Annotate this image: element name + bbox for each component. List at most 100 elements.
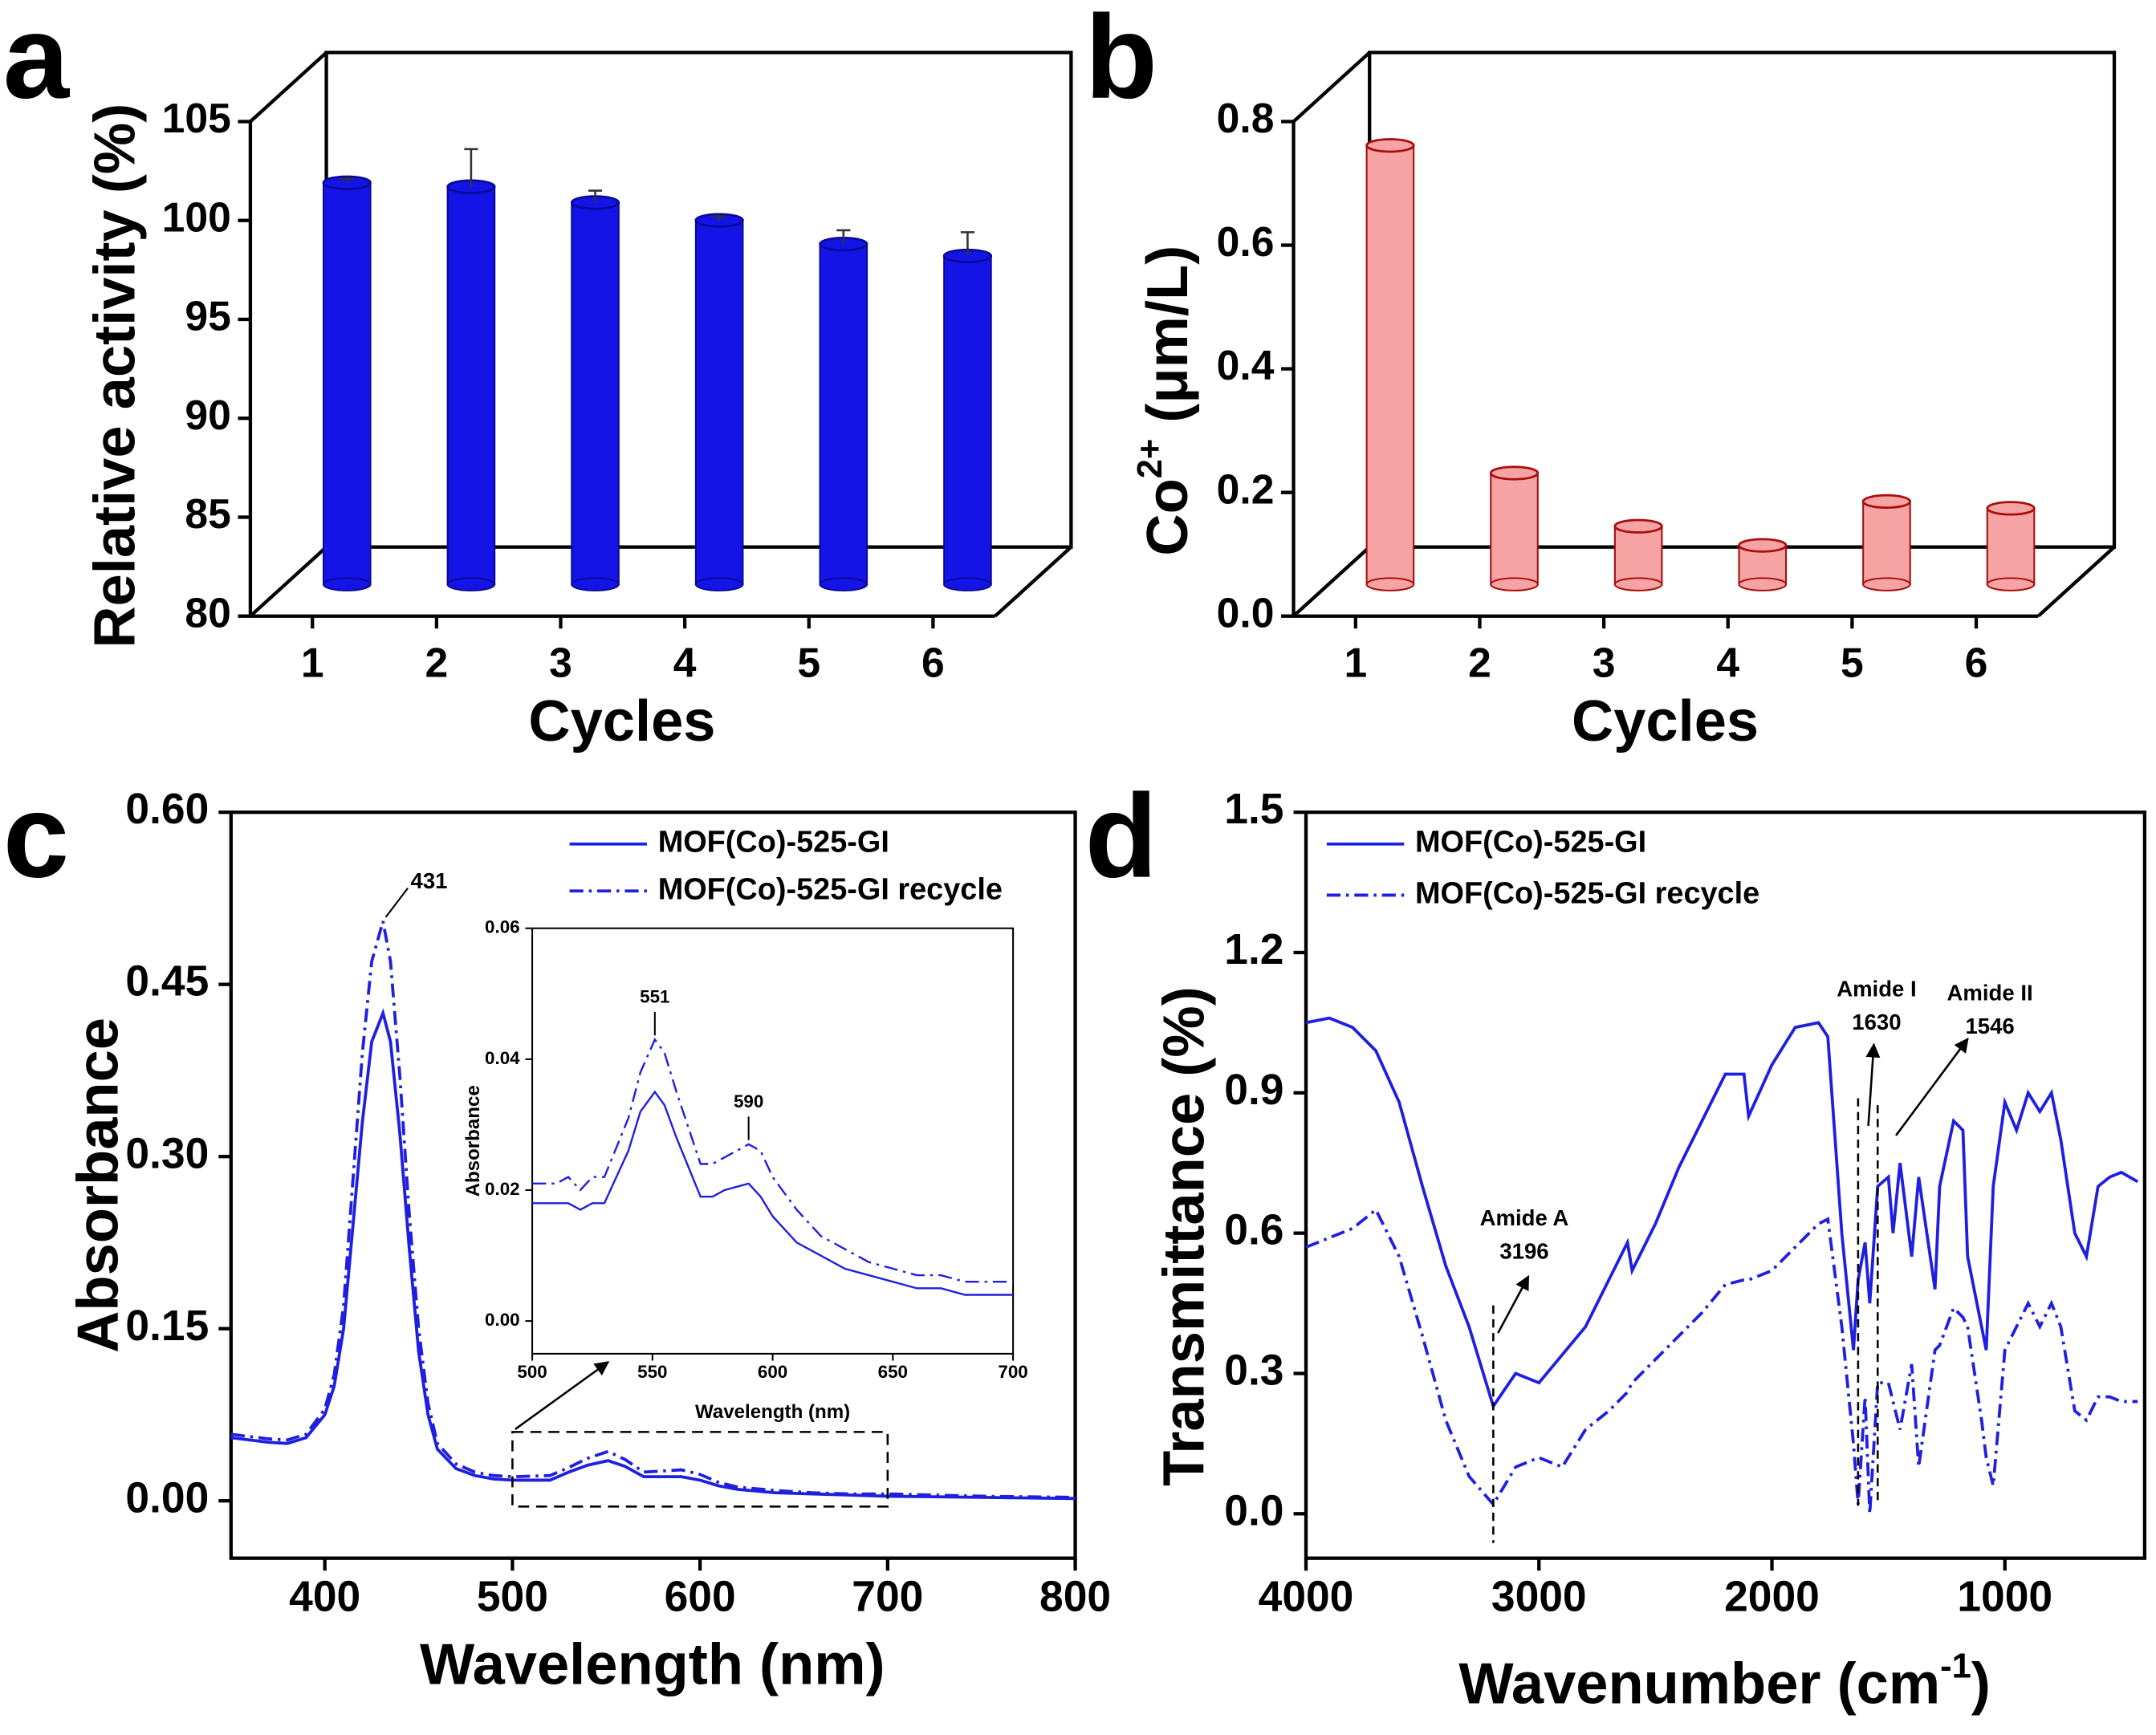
superscript: -1 (1940, 1648, 1971, 1686)
y-tick-label: 0.3 (1224, 1347, 1283, 1395)
x-tick-label: 600 (665, 1573, 736, 1620)
text-part: Absorbance (462, 1085, 484, 1197)
y-axis-label: Co2+ (μm/L) (1132, 246, 1201, 556)
y-tick-label: 0.6 (1224, 1207, 1283, 1254)
y-tick-label: 85 (185, 490, 230, 537)
x-tick-label: 2000 (1724, 1573, 1820, 1620)
series-line (230, 1008, 1076, 1501)
bar-bottom (1365, 577, 1415, 591)
y-tick-label: 100 (162, 193, 231, 240)
back-wall (1368, 51, 2117, 549)
annotation: 590 (734, 1091, 763, 1111)
bar-body (819, 243, 869, 586)
bar-bottom (1613, 577, 1663, 591)
y-tick-label: 1.5 (1224, 786, 1283, 833)
x-tick-label: 700 (852, 1573, 923, 1620)
superscript: 2+ (1132, 439, 1170, 478)
x-axis-label: Wavelength (nm) (420, 1632, 885, 1696)
x-tick-label: 3 (1593, 639, 1616, 685)
x-tick-label: 500 (517, 1362, 547, 1382)
y-tick-label: 105 (162, 95, 231, 141)
bar-bottom (694, 577, 744, 591)
text-part: ) (1971, 1652, 1991, 1717)
x-tick-label: 600 (758, 1362, 787, 1382)
bar-top (1613, 518, 1663, 534)
y-axis-label: Relative activity (%) (83, 104, 147, 648)
y-tick-label: 90 (185, 392, 230, 438)
x-axis-label: Wavenumber (cm-1) (1458, 1648, 1990, 1717)
annotation-arrow (1497, 1274, 1530, 1334)
x-tick-label: 650 (878, 1362, 908, 1382)
bar-top (1861, 494, 1912, 510)
text-part: Relative activity (%) (83, 104, 147, 648)
y-axis-label: Absorbance (67, 1018, 131, 1353)
bar-top (1738, 538, 1788, 553)
x-tick-label: 550 (637, 1362, 667, 1382)
x-axis-label: Cycles (528, 689, 715, 754)
x-tick-label: 6 (921, 639, 945, 685)
y-tick-label: 95 (185, 293, 230, 339)
y-tick-label: 80 (185, 589, 230, 636)
y-tick-label: 1.2 (1224, 926, 1283, 973)
plot-frame (531, 927, 1015, 1355)
text-part: Transmittance (%) (1153, 986, 1217, 1486)
y-tick-label: 0.00 (485, 1310, 520, 1330)
annotation: Amide I (1837, 976, 1916, 1001)
text-part: Wavelength (nm) (420, 1632, 885, 1696)
series-line (1305, 1207, 2138, 1514)
y-tick-label: 0.06 (485, 917, 520, 937)
annotation-arrow (1865, 1042, 1881, 1126)
zoom-box (511, 1431, 889, 1508)
legend-label: MOF(Co)-525-GI recycle (1415, 876, 1759, 910)
annotation-leader (384, 888, 409, 918)
text-part: Absorbance (67, 1018, 131, 1353)
y-tick-label: 0.00 (125, 1474, 209, 1522)
plot-frame (1304, 810, 2147, 1560)
x-tick-label: 1 (1344, 639, 1367, 685)
x-tick-label: 6 (1965, 639, 1988, 685)
y-axis-label: Transmittance (%) (1153, 986, 1217, 1486)
bar-bottom (446, 577, 496, 591)
bar-bottom (322, 577, 372, 591)
annotation: 3196 (1499, 1239, 1548, 1264)
y-tick-label: 0.0 (1224, 1487, 1283, 1534)
bar-body (322, 181, 372, 586)
legend-label: MOF(Co)-525-GI recycle (658, 872, 1003, 906)
x-axis-label: Cycles (1572, 689, 1759, 754)
x-tick-label: 2 (425, 639, 449, 685)
annotation: 1630 (1852, 1010, 1901, 1034)
bar-body (1986, 507, 2036, 586)
bar-body (1862, 500, 1911, 586)
x-tick-label: 4 (1716, 639, 1739, 685)
bar-bottom (1862, 577, 1911, 591)
bar-body (446, 185, 496, 586)
y-tick-label: 0.45 (125, 958, 209, 1006)
bar-body (1365, 144, 1415, 586)
y-tick-label: 0.6 (1217, 218, 1275, 265)
plot-frame (229, 810, 1077, 1560)
text-part: Wavelength (nm) (695, 1401, 850, 1423)
bar-bottom (1738, 577, 1788, 591)
x-tick-label: 1000 (1957, 1573, 2052, 1620)
panel-letter: c (3, 770, 69, 903)
series-line (532, 1037, 1014, 1283)
annotation: Amide II (1947, 981, 2033, 1006)
annotation: Amide A (1480, 1205, 1569, 1230)
legend-label: MOF(Co)-525-GI (658, 826, 889, 859)
annotation: 1546 (1965, 1014, 2014, 1038)
legend-label: MOF(Co)-525-GI (1415, 826, 1646, 859)
x-tick-label: 4 (673, 639, 697, 685)
bar-body (1490, 472, 1539, 586)
x-tick-label: 3000 (1491, 1573, 1587, 1620)
y-tick-label: 0.60 (125, 786, 209, 833)
bar-bottom (1986, 577, 2036, 591)
y-tick-label: 0.04 (485, 1048, 520, 1068)
annotation: 431 (411, 868, 448, 893)
zoom-arrow (515, 1361, 610, 1430)
bar-top (1986, 501, 2036, 516)
x-tick-label: 700 (998, 1362, 1027, 1382)
inset-y-axis-label: Absorbance (462, 1085, 484, 1197)
depth-edge (249, 51, 328, 124)
x-tick-label: 3 (549, 639, 572, 685)
